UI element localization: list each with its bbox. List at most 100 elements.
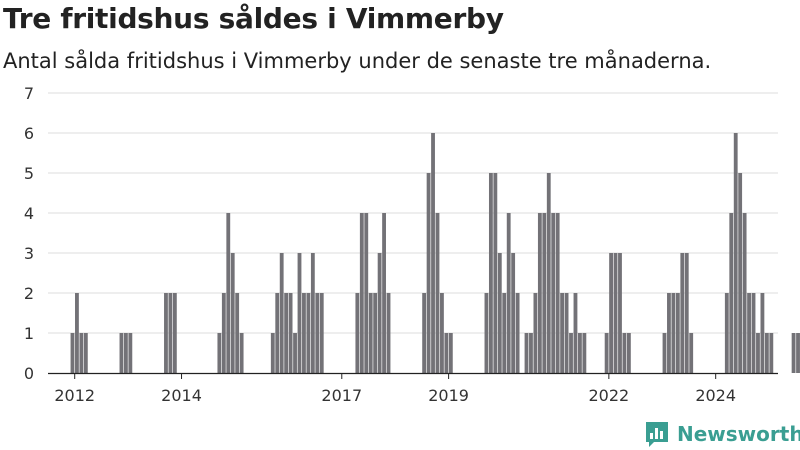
bar xyxy=(128,333,133,373)
x-tick-label: 2012 xyxy=(54,386,95,405)
brand-name: Newsworthy xyxy=(677,422,800,446)
bar xyxy=(302,293,306,373)
bar xyxy=(533,293,538,373)
bar xyxy=(729,213,734,373)
bar xyxy=(529,333,533,373)
y-tick-label: 2 xyxy=(24,284,34,303)
x-tick-label: 2019 xyxy=(428,386,469,405)
y-tick-label: 1 xyxy=(24,324,34,343)
bar xyxy=(769,333,774,373)
bar xyxy=(440,293,444,373)
bar xyxy=(493,173,498,373)
bar xyxy=(275,293,280,373)
bar xyxy=(359,213,364,373)
y-tick-label: 7 xyxy=(24,84,34,103)
bar xyxy=(168,293,173,373)
bar xyxy=(560,293,565,373)
bar xyxy=(172,293,177,373)
bar xyxy=(573,293,578,373)
bar xyxy=(164,293,168,373)
bar xyxy=(226,213,231,373)
bar xyxy=(426,173,431,373)
bar xyxy=(764,333,769,373)
bar xyxy=(724,293,729,373)
bar xyxy=(680,253,685,373)
bar xyxy=(306,293,311,373)
bar xyxy=(70,333,75,373)
bar xyxy=(582,333,587,373)
bar xyxy=(297,253,302,373)
bar xyxy=(667,293,671,373)
y-tick-label: 0 xyxy=(24,364,34,383)
bar xyxy=(83,333,88,373)
bar xyxy=(293,333,297,373)
bar xyxy=(756,333,760,373)
bar xyxy=(435,213,440,373)
bar xyxy=(609,253,613,373)
bar xyxy=(738,173,743,373)
bar xyxy=(546,173,551,373)
bar xyxy=(684,253,689,373)
y-tick-label: 4 xyxy=(24,204,34,223)
bar xyxy=(488,173,493,373)
bar xyxy=(382,213,386,373)
y-tick-label: 6 xyxy=(24,124,34,143)
bar xyxy=(364,213,369,373)
brand-logo: Newsworthy xyxy=(644,419,800,449)
bar xyxy=(497,253,502,373)
bar xyxy=(662,333,667,373)
bar xyxy=(484,293,489,373)
bar xyxy=(578,333,582,373)
bar xyxy=(796,333,800,373)
bar xyxy=(671,293,676,373)
bar xyxy=(279,253,284,373)
bar xyxy=(791,333,796,373)
bar xyxy=(760,293,765,373)
bar xyxy=(569,333,573,373)
bar xyxy=(386,293,391,373)
bar xyxy=(537,213,542,373)
bar xyxy=(239,333,244,373)
bar xyxy=(284,293,289,373)
y-tick-label: 5 xyxy=(24,164,34,183)
bar xyxy=(123,333,128,373)
bar xyxy=(555,213,560,373)
bar xyxy=(422,293,427,373)
bar xyxy=(613,253,618,373)
bar xyxy=(747,293,751,373)
bar xyxy=(221,293,226,373)
bar xyxy=(355,293,360,373)
bar xyxy=(119,333,124,373)
bar xyxy=(270,333,275,373)
bar xyxy=(733,133,738,373)
bar xyxy=(288,293,293,373)
x-tick-label: 2022 xyxy=(588,386,629,405)
bar xyxy=(444,333,449,373)
bar xyxy=(751,293,756,373)
y-tick-label: 3 xyxy=(24,244,34,263)
bar xyxy=(373,293,378,373)
bar xyxy=(75,293,79,373)
bar xyxy=(431,133,435,373)
bar xyxy=(626,333,631,373)
bar xyxy=(551,213,556,373)
bar xyxy=(319,293,324,373)
bar xyxy=(448,333,453,373)
bar xyxy=(377,253,382,373)
x-tick-label: 2017 xyxy=(321,386,362,405)
bar xyxy=(622,333,627,373)
bar xyxy=(502,293,507,373)
bar xyxy=(217,333,222,373)
bar xyxy=(79,333,84,373)
bar xyxy=(542,213,547,373)
bar xyxy=(315,293,320,373)
bar xyxy=(368,293,373,373)
bar xyxy=(564,293,569,373)
chart-title: Tre fritidshus såldes i Vimmerby xyxy=(3,2,504,35)
x-tick-label: 2024 xyxy=(695,386,736,405)
bar xyxy=(524,333,529,373)
bar xyxy=(618,253,622,373)
bar xyxy=(675,293,680,373)
x-tick-label: 2014 xyxy=(161,386,202,405)
